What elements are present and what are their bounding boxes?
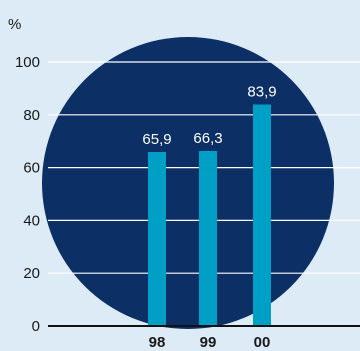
y-axis-unit-label: % [8, 16, 21, 33]
y-tick-label: 40 [23, 212, 40, 229]
bars [148, 104, 271, 326]
bar-99 [199, 150, 217, 326]
x-tick-label: 99 [200, 334, 217, 351]
y-tick-label: 100 [15, 54, 40, 71]
value-labels: 65,9 66,3 83,9 [142, 84, 276, 149]
background-circle [42, 37, 334, 329]
bar-value-label: 83,9 [247, 84, 276, 101]
y-tick-label: 80 [23, 107, 40, 124]
y-tick-label: 0 [32, 318, 40, 335]
x-tick-label: 00 [254, 334, 271, 351]
bar-98 [148, 152, 166, 326]
y-tick-label: 60 [23, 160, 40, 177]
bar-value-label: 65,9 [142, 131, 171, 148]
x-axis-ticks: 98 99 00 [149, 334, 271, 351]
bar-00 [253, 104, 271, 326]
y-axis-ticks: 0 20 40 60 80 100 [15, 54, 40, 335]
y-tick-label: 20 [23, 265, 40, 282]
x-tick-label: 98 [149, 334, 166, 351]
bar-value-label: 66,3 [193, 130, 222, 147]
